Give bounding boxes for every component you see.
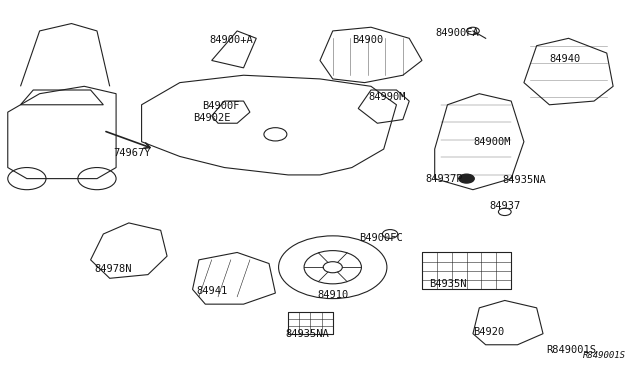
Bar xyxy=(288,311,333,334)
Text: B4900FC: B4900FC xyxy=(358,233,403,243)
Text: 84940: 84940 xyxy=(550,54,581,64)
Text: 84937: 84937 xyxy=(489,201,520,211)
Text: 84941: 84941 xyxy=(196,286,227,296)
Text: R849001S: R849001S xyxy=(583,350,626,359)
Text: 84900+A: 84900+A xyxy=(209,35,253,45)
Text: 84978N: 84978N xyxy=(94,264,132,274)
Text: B4920: B4920 xyxy=(473,327,504,337)
Text: 84935NA: 84935NA xyxy=(502,176,546,186)
Text: B4935N: B4935N xyxy=(429,279,466,289)
Text: 84900M: 84900M xyxy=(474,137,511,147)
Text: B4902E: B4902E xyxy=(193,113,230,123)
Circle shape xyxy=(459,174,474,183)
Text: 74967Y: 74967Y xyxy=(113,148,151,158)
Text: 84990M: 84990M xyxy=(368,92,406,102)
Text: B4900F: B4900F xyxy=(202,100,240,110)
Text: 84910: 84910 xyxy=(317,290,348,300)
Text: R849001S: R849001S xyxy=(547,345,596,355)
Text: 84900FA: 84900FA xyxy=(435,28,479,38)
Text: B4900: B4900 xyxy=(352,35,383,45)
Text: 84937P: 84937P xyxy=(426,174,463,185)
Text: 84935NA: 84935NA xyxy=(285,330,329,339)
Bar xyxy=(422,253,511,289)
